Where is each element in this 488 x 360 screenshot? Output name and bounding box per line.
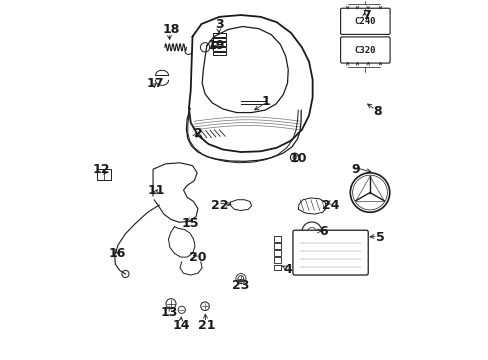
Bar: [274, 243, 281, 249]
Text: 14: 14: [173, 319, 190, 332]
FancyBboxPatch shape: [340, 37, 389, 63]
Bar: [274, 257, 281, 263]
Bar: [274, 236, 281, 242]
Text: 8: 8: [372, 105, 381, 118]
Text: C240: C240: [354, 17, 375, 26]
Bar: [212, 47, 225, 50]
Text: C320: C320: [354, 45, 375, 54]
Text: 15: 15: [182, 216, 199, 230]
Text: 1: 1: [261, 95, 270, 108]
Text: 10: 10: [289, 152, 306, 165]
Text: 13: 13: [160, 306, 178, 319]
Bar: [212, 38, 225, 41]
Bar: [212, 51, 225, 55]
Text: 17: 17: [146, 77, 163, 90]
Text: 12: 12: [92, 163, 110, 176]
Text: 18: 18: [162, 23, 179, 36]
FancyBboxPatch shape: [340, 8, 389, 35]
Bar: [274, 265, 281, 270]
Bar: [274, 250, 281, 256]
Text: 24: 24: [321, 199, 339, 212]
Text: 22: 22: [210, 199, 228, 212]
Bar: [97, 169, 111, 180]
Text: 4: 4: [283, 263, 291, 276]
Text: 16: 16: [108, 247, 125, 260]
Text: 19: 19: [207, 39, 224, 52]
Text: 20: 20: [189, 251, 206, 264]
FancyBboxPatch shape: [292, 230, 367, 275]
Bar: [212, 33, 225, 37]
Text: 7: 7: [361, 9, 370, 22]
Text: 5: 5: [376, 231, 385, 244]
Bar: [212, 42, 225, 46]
Text: 11: 11: [147, 184, 165, 197]
Text: 2: 2: [193, 127, 202, 140]
Text: 21: 21: [198, 319, 215, 332]
Text: 23: 23: [232, 279, 249, 292]
Text: 3: 3: [215, 18, 223, 31]
Text: 6: 6: [319, 225, 327, 238]
Text: 9: 9: [351, 163, 359, 176]
